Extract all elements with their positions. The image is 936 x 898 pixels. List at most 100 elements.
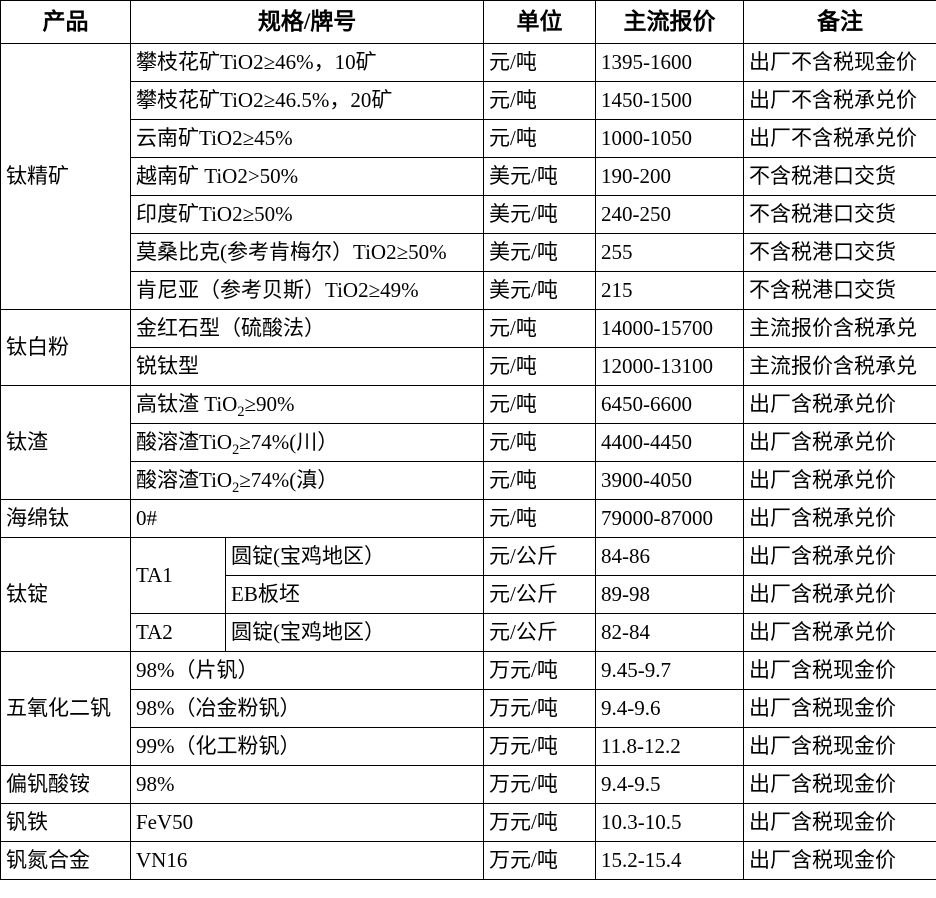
spec-cell: 金红石型（硫酸法） (129, 309, 485, 348)
unit-cell: 元/吨 (483, 461, 597, 500)
spec-cell: 云南矿TiO2≥45% (129, 119, 485, 158)
spec-cell: 0# (129, 499, 485, 538)
remark-cell: 出厂不含税现金价 (743, 43, 936, 82)
table-row: 钛渣 高钛渣 TiO2≥90% 元/吨 6450-6600 出厂含税承兑价 (0, 385, 936, 500)
unit-cell: 美元/吨 (483, 271, 597, 310)
product-group-cell: 五氧化二钒 (0, 651, 131, 766)
table-row: 偏钒酸铵 98% 万元/吨 9.4-9.5 出厂含税现金价 (0, 765, 936, 804)
column-header-mainstream-price: 主流报价 (595, 0, 745, 44)
product-group-cell: 海绵钛 (0, 499, 131, 538)
spec-cell: 莫桑比克(参考肯梅尔）TiO2≥50% (129, 233, 485, 272)
product-group-cell: 钛白粉 (0, 309, 131, 386)
remark-cell: 主流报价含税承兑 (743, 309, 936, 348)
spec-cell: 98% (129, 765, 485, 804)
price-cell: 11.8-12.2 (595, 727, 745, 766)
remark-cell: 出厂含税承兑价 (743, 385, 936, 424)
remark-cell: 不含税港口交货 (743, 195, 936, 234)
table-row: 钛精矿 攀枝花矿TiO2≥46%，10矿 元/吨 1395-1600 出厂不含税现金价 (0, 43, 936, 310)
product-group-cell: 钛渣 (0, 385, 131, 500)
table-row: 钒铁 FeV50 万元/吨 10.3-10.5 出厂含税现金价 (0, 803, 936, 842)
spec-cell: 高钛渣 TiO2≥90% (129, 385, 485, 424)
remark-cell: 出厂含税现金价 (743, 727, 936, 766)
spec-cell: 攀枝花矿TiO2≥46%，10矿 (129, 43, 485, 82)
unit-cell: 元/吨 (483, 347, 597, 386)
spec-cell: 越南矿 TiO2>50% (129, 157, 485, 196)
unit-cell: 元/公斤 (483, 613, 597, 652)
spec-cell: EB板坯 (224, 575, 485, 614)
price-cell: 15.2-15.4 (595, 841, 745, 880)
remark-cell: 出厂含税承兑价 (743, 423, 936, 462)
unit-cell: 美元/吨 (483, 157, 597, 196)
unit-cell: 元/吨 (483, 43, 597, 82)
spec-cell: VN16 (129, 841, 485, 880)
unit-cell: 美元/吨 (483, 195, 597, 234)
table-row: 云南矿TiO2≥45% 元/吨 1000-1050 出厂不含税承兑价 (1, 119, 936, 158)
column-header-unit: 单位 (483, 0, 597, 44)
spec-cell: 圆锭(宝鸡地区） (224, 613, 485, 652)
price-cell: 9.4-9.6 (595, 689, 745, 728)
price-cell: 3900-4050 (595, 461, 745, 500)
grade-cell: TA1 (130, 537, 226, 614)
remark-cell: 出厂含税承兑价 (743, 613, 936, 652)
column-header-product: 产品 (0, 0, 131, 44)
price-cell: 89-98 (595, 575, 745, 614)
price-cell: 82-84 (595, 613, 745, 652)
unit-cell: 万元/吨 (483, 689, 597, 728)
product-group-cell: 偏钒酸铵 (0, 765, 131, 804)
price-cell: 10.3-10.5 (595, 803, 745, 842)
column-header-remark: 备注 (743, 0, 936, 44)
price-cell: 190-200 (595, 157, 745, 196)
table-row: 酸溶渣TiO2≥74%(川） 元/吨 4400-4450 出厂含税承兑价 (1, 423, 936, 462)
price-quotation-table: 产品 规格/牌号 单位 主流报价 备注 钛精矿 攀枝花矿TiO2≥46%，10矿元… (0, 0, 936, 880)
price-cell: 215 (595, 271, 745, 310)
unit-cell: 元/公斤 (483, 537, 597, 576)
price-cell: 9.45-9.7 (595, 651, 745, 690)
table-row: 海绵钛 0# 元/吨 79000-87000 出厂含税承兑价 (0, 499, 936, 538)
price-cell: 84-86 (595, 537, 745, 576)
product-group-cell: 钛锭 (0, 537, 131, 652)
table-row: 攀枝花矿TiO2≥46.5%，20矿 元/吨 1450-1500 出厂不含税承兑价 (1, 81, 936, 120)
table-row: EB板坯 元/公斤 89-98 出厂含税承兑价 (1, 575, 936, 614)
table-row: 五氧化二钒 98%（片钒） 万元/吨 9.45-9.7 出厂含税现金价 (0, 651, 936, 766)
table-row: TA2 圆锭(宝鸡地区） 元/公斤 82-84 出厂含税承兑价 (1, 613, 936, 652)
table-row: 钛白粉 金红石型（硫酸法） 元/吨 14000-15700 主流报价含税承兑 (0, 309, 936, 386)
table-row: 钒氮合金 VN16 万元/吨 15.2-15.4 出厂含税现金价 (0, 841, 936, 880)
remark-cell: 出厂含税现金价 (743, 689, 936, 728)
table-row: 99%（化工粉钒） 万元/吨 11.8-12.2 出厂含税现金价 (1, 727, 936, 766)
spec-cell: 肯尼亚（参考贝斯）TiO2≥49% (129, 271, 485, 310)
price-cell: 240-250 (595, 195, 745, 234)
unit-cell: 元/吨 (483, 385, 597, 424)
table-row: 越南矿 TiO2>50% 美元/吨 190-200 不含税港口交货 (1, 157, 936, 196)
grade-cell: TA2 (130, 613, 226, 652)
remark-cell: 出厂不含税承兑价 (743, 119, 936, 158)
table-row: 印度矿TiO2≥50% 美元/吨 240-250 不含税港口交货 (1, 195, 936, 234)
price-cell: 79000-87000 (595, 499, 745, 538)
price-cell: 4400-4450 (595, 423, 745, 462)
unit-cell: 元/吨 (483, 423, 597, 462)
spec-cell: 酸溶渣TiO2≥74%(川） (129, 423, 485, 462)
spec-cell: 圆锭(宝鸡地区） (224, 537, 485, 576)
price-cell: 12000-13100 (595, 347, 745, 386)
remark-cell: 不含税港口交货 (743, 271, 936, 310)
unit-cell: 元/公斤 (483, 575, 597, 614)
table-row: 肯尼亚（参考贝斯）TiO2≥49% 美元/吨 215 不含税港口交货 (1, 271, 936, 310)
remark-cell: 出厂含税承兑价 (743, 575, 936, 614)
spec-cell: 锐钛型 (129, 347, 485, 386)
price-cell: 1450-1500 (595, 81, 745, 120)
remark-cell: 不含税港口交货 (743, 157, 936, 196)
spec-cell: FeV50 (129, 803, 485, 842)
table-row: 98%（冶金粉钒） 万元/吨 9.4-9.6 出厂含税现金价 (1, 689, 936, 728)
remark-cell: 出厂含税承兑价 (743, 499, 936, 538)
unit-cell: 美元/吨 (483, 233, 597, 272)
unit-cell: 元/吨 (483, 309, 597, 348)
unit-cell: 万元/吨 (483, 803, 597, 842)
product-group-cell: 钛精矿 (0, 43, 131, 310)
unit-cell: 万元/吨 (483, 841, 597, 880)
remark-cell: 出厂含税现金价 (743, 803, 936, 842)
remark-cell: 出厂含税现金价 (743, 841, 936, 880)
remark-cell: 出厂不含税承兑价 (743, 81, 936, 120)
unit-cell: 万元/吨 (483, 727, 597, 766)
remark-cell: 出厂含税现金价 (743, 765, 936, 804)
price-cell: 255 (595, 233, 745, 272)
spec-cell: 98%（冶金粉钒） (129, 689, 485, 728)
